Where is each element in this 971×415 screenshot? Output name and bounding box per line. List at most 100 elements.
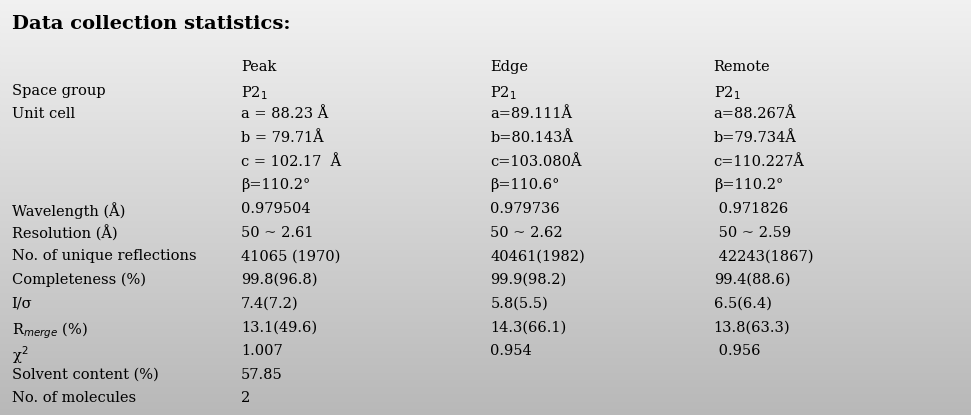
Bar — [0, 73, 971, 75]
Text: 6.5(6.4): 6.5(6.4) — [714, 297, 772, 311]
Bar — [0, 234, 971, 235]
Text: 42243(1867): 42243(1867) — [714, 249, 813, 264]
Bar — [0, 339, 971, 340]
Bar — [0, 277, 971, 278]
Bar — [0, 104, 971, 105]
Bar — [0, 281, 971, 282]
Bar — [0, 68, 971, 69]
Bar — [0, 296, 971, 298]
Bar — [0, 10, 971, 11]
Bar — [0, 290, 971, 292]
Bar — [0, 49, 971, 50]
Bar — [0, 385, 971, 386]
Text: Completeness (%): Completeness (%) — [12, 273, 146, 288]
Bar — [0, 411, 971, 412]
Bar — [0, 140, 971, 141]
Bar — [0, 389, 971, 390]
Bar — [0, 382, 971, 383]
Bar — [0, 127, 971, 129]
Text: 13.1(49.6): 13.1(49.6) — [241, 320, 317, 334]
Bar — [0, 371, 971, 372]
Text: 13.8(63.3): 13.8(63.3) — [714, 320, 790, 334]
Bar — [0, 393, 971, 394]
Bar — [0, 364, 971, 365]
Bar — [0, 349, 971, 350]
Bar — [0, 205, 971, 206]
Bar — [0, 328, 971, 329]
Bar — [0, 241, 971, 242]
Bar — [0, 28, 971, 29]
Bar — [0, 378, 971, 379]
Bar — [0, 169, 971, 170]
Bar — [0, 171, 971, 173]
Bar — [0, 134, 971, 136]
Bar — [0, 343, 971, 344]
Bar — [0, 20, 971, 21]
Bar — [0, 32, 971, 33]
Bar — [0, 33, 971, 34]
Bar — [0, 394, 971, 395]
Bar — [0, 387, 971, 389]
Text: P2$_1$: P2$_1$ — [241, 84, 268, 102]
Bar — [0, 366, 971, 368]
Bar — [0, 400, 971, 401]
Bar — [0, 186, 971, 187]
Bar — [0, 105, 971, 107]
Bar — [0, 112, 971, 113]
Text: Solvent content (%): Solvent content (%) — [12, 368, 158, 382]
Bar — [0, 5, 971, 7]
Bar — [0, 26, 971, 28]
Bar — [0, 113, 971, 115]
Bar — [0, 285, 971, 286]
Bar — [0, 91, 971, 93]
Bar — [0, 51, 971, 53]
Bar — [0, 332, 971, 333]
Bar — [0, 231, 971, 232]
Bar — [0, 126, 971, 127]
Bar — [0, 14, 971, 15]
Bar — [0, 142, 971, 144]
Text: 2: 2 — [241, 391, 251, 405]
Text: 0.954: 0.954 — [490, 344, 532, 358]
Bar — [0, 146, 971, 148]
Bar — [0, 273, 971, 274]
Bar — [0, 8, 971, 10]
Text: Remote: Remote — [714, 60, 770, 74]
Bar — [0, 274, 971, 275]
Bar — [0, 398, 971, 400]
Bar — [0, 145, 971, 146]
Bar — [0, 228, 971, 229]
Bar — [0, 208, 971, 209]
Bar — [0, 365, 971, 366]
Bar — [0, 184, 971, 186]
Bar — [0, 12, 971, 14]
Bar — [0, 138, 971, 140]
Bar — [0, 254, 971, 256]
Bar — [0, 342, 971, 343]
Bar — [0, 86, 971, 87]
Bar — [0, 324, 971, 325]
Text: Unit cell: Unit cell — [12, 107, 75, 122]
Bar — [0, 257, 971, 259]
Bar — [0, 248, 971, 249]
Bar — [0, 15, 971, 17]
Bar — [0, 298, 971, 299]
Bar — [0, 391, 971, 393]
Bar — [0, 209, 971, 210]
Bar — [0, 253, 971, 254]
Bar — [0, 83, 971, 84]
Bar — [0, 261, 971, 263]
Text: 57.85: 57.85 — [241, 368, 283, 382]
Bar — [0, 229, 971, 231]
Bar — [0, 395, 971, 397]
Bar — [0, 116, 971, 117]
Bar — [0, 191, 971, 192]
Bar — [0, 78, 971, 79]
Bar — [0, 227, 971, 228]
Bar — [0, 120, 971, 122]
Bar — [0, 375, 971, 376]
Bar — [0, 36, 971, 37]
Bar — [0, 166, 971, 167]
Bar — [0, 302, 971, 303]
Bar — [0, 289, 971, 290]
